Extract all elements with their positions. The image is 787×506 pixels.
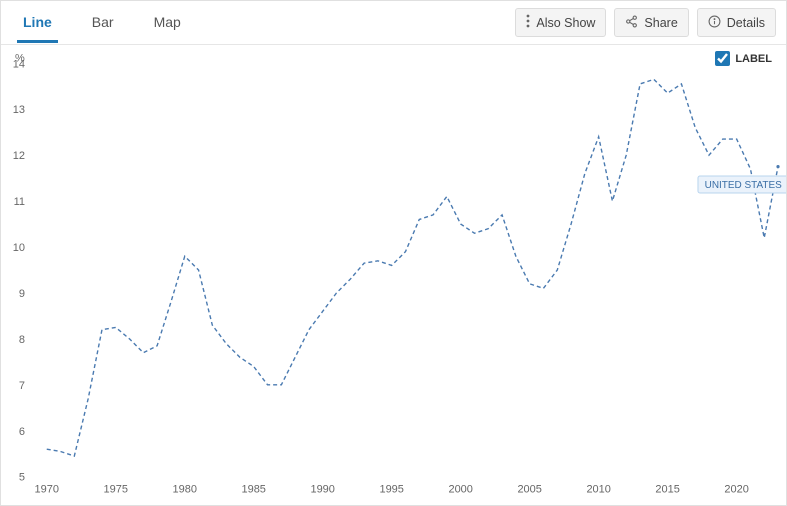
x-tick: 2015 xyxy=(655,484,679,496)
series-end-point xyxy=(776,165,779,168)
x-tick: 1980 xyxy=(173,484,197,496)
x-tick: 2020 xyxy=(724,484,748,496)
series-line xyxy=(47,79,778,456)
label-checkbox[interactable] xyxy=(715,51,730,66)
x-tick: 2005 xyxy=(517,484,541,496)
share-button[interactable]: Share xyxy=(614,8,688,37)
y-tick: 5 xyxy=(19,472,25,484)
also-show-label: Also Show xyxy=(536,16,595,30)
share-label: Share xyxy=(644,16,677,30)
toolbar: Line Bar Map Also Show Share Det xyxy=(1,1,786,45)
tab-bar[interactable]: Bar xyxy=(86,2,120,43)
label-toggle[interactable]: LABEL xyxy=(715,51,772,66)
x-tick: 2010 xyxy=(586,484,610,496)
toolbar-controls: Also Show Share Details xyxy=(515,8,776,37)
view-tabs: Line Bar Map xyxy=(11,2,187,43)
y-tick: 8 xyxy=(19,334,25,346)
x-tick: 1985 xyxy=(242,484,266,496)
line-chart: %567891011121314197019751980198519901995… xyxy=(1,45,786,505)
chart-panel: Line Bar Map Also Show Share Det xyxy=(0,0,787,506)
tab-map[interactable]: Map xyxy=(148,2,187,43)
y-tick: 6 xyxy=(19,426,25,438)
x-tick: 1975 xyxy=(104,484,128,496)
y-tick: 11 xyxy=(14,196,25,208)
share-icon xyxy=(625,15,638,31)
plot-area: LABEL %567891011121314197019751980198519… xyxy=(1,45,786,505)
y-tick: 10 xyxy=(13,242,25,254)
label-toggle-text: LABEL xyxy=(735,53,772,65)
y-tick: 12 xyxy=(13,150,25,162)
x-tick: 2000 xyxy=(448,484,472,496)
x-tick: 1990 xyxy=(310,484,334,496)
info-icon xyxy=(708,15,721,31)
more-vert-icon xyxy=(526,14,530,31)
y-tick: 13 xyxy=(13,104,25,116)
y-tick: 7 xyxy=(19,380,25,392)
series-label-text: UNITED STATES xyxy=(705,180,783,191)
details-label: Details xyxy=(727,16,765,30)
x-tick: 1970 xyxy=(35,484,59,496)
also-show-button[interactable]: Also Show xyxy=(515,8,606,37)
details-button[interactable]: Details xyxy=(697,8,776,37)
x-tick: 1995 xyxy=(379,484,403,496)
tab-line[interactable]: Line xyxy=(17,2,58,43)
y-tick: 9 xyxy=(19,288,25,300)
y-tick: 14 xyxy=(13,58,25,70)
